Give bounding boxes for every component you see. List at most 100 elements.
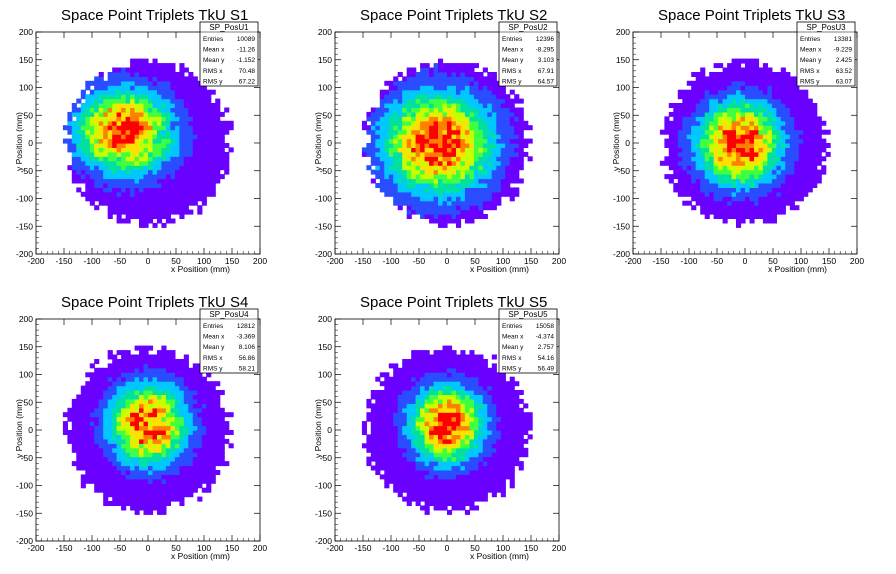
heatmap-cell bbox=[85, 116, 91, 122]
heatmap-cell bbox=[433, 156, 439, 162]
heatmap-cell bbox=[478, 178, 484, 184]
heatmap-cell bbox=[388, 191, 394, 197]
heatmap-cell bbox=[447, 107, 453, 113]
heatmap-cell bbox=[183, 183, 189, 188]
heatmap-cell bbox=[125, 421, 131, 427]
heatmap-cell bbox=[469, 98, 475, 104]
heatmap-cell bbox=[718, 165, 724, 171]
heatmap-cell bbox=[201, 412, 207, 418]
heatmap-cell bbox=[789, 94, 795, 100]
heatmap-cell bbox=[94, 398, 100, 404]
heatmap-cell bbox=[139, 222, 145, 228]
heatmap-cell bbox=[397, 372, 403, 378]
heatmap-cell bbox=[402, 183, 408, 188]
heatmap-cell bbox=[478, 111, 484, 117]
heatmap-cell bbox=[433, 63, 439, 69]
heatmap-cell bbox=[157, 116, 163, 122]
heatmap-cell bbox=[170, 359, 176, 364]
heatmap-cell bbox=[664, 116, 670, 122]
heatmap-cell bbox=[112, 120, 118, 126]
heatmap-cell bbox=[509, 156, 515, 162]
heatmap-cell bbox=[415, 187, 421, 193]
heatmap-cell bbox=[429, 156, 435, 162]
heatmap-cell bbox=[789, 138, 795, 144]
heatmap-cell bbox=[491, 156, 497, 162]
heatmap-cell bbox=[460, 151, 466, 157]
heatmap-cell bbox=[152, 205, 158, 211]
heatmap-cell bbox=[71, 134, 77, 140]
heatmap-cell bbox=[210, 187, 216, 193]
heatmap-cell bbox=[442, 200, 448, 206]
heatmap-cell bbox=[509, 129, 515, 135]
heatmap-cell bbox=[776, 151, 782, 157]
heatmap-cell bbox=[406, 129, 412, 135]
heatmap-cell bbox=[94, 443, 100, 449]
heatmap-cell bbox=[379, 156, 385, 162]
heatmap-cell bbox=[71, 434, 77, 440]
heatmap-cell bbox=[134, 94, 140, 100]
heatmap-cell bbox=[139, 403, 145, 409]
heatmap-cell bbox=[709, 103, 715, 108]
heatmap-cell bbox=[397, 381, 403, 387]
heatmap-cell bbox=[152, 143, 158, 148]
heatmap-cell bbox=[152, 80, 158, 86]
heatmap-cell bbox=[375, 165, 381, 171]
heatmap-cell bbox=[771, 116, 777, 122]
heatmap-cell bbox=[487, 160, 493, 166]
heatmap-cell bbox=[134, 174, 140, 180]
heatmap-cell bbox=[76, 147, 82, 153]
heatmap-cell bbox=[447, 147, 453, 153]
heatmap-cell bbox=[157, 447, 163, 453]
heatmap-cell bbox=[116, 156, 122, 162]
heatmap-cell bbox=[98, 394, 104, 400]
heatmap-cell bbox=[139, 487, 145, 493]
heatmap-cell bbox=[682, 103, 688, 108]
heatmap-cell bbox=[206, 394, 212, 400]
heatmap-cell bbox=[411, 125, 417, 131]
heatmap-cell bbox=[152, 403, 158, 409]
heatmap-cell bbox=[139, 178, 145, 184]
heatmap-cell bbox=[206, 129, 212, 135]
heatmap-cell bbox=[821, 169, 827, 175]
heatmap-cell bbox=[442, 183, 448, 188]
heatmap-cell bbox=[112, 447, 118, 453]
heatmap-cell bbox=[713, 85, 719, 91]
heatmap-cell bbox=[121, 505, 127, 511]
heatmap-cell bbox=[121, 412, 127, 418]
heatmap-cell bbox=[695, 178, 701, 184]
heatmap-cell bbox=[201, 478, 207, 484]
heatmap-cell bbox=[754, 76, 760, 82]
heatmap-cell bbox=[491, 183, 497, 188]
heatmap-cell bbox=[447, 169, 453, 175]
heatmap-cell bbox=[206, 430, 212, 435]
heatmap-cell bbox=[451, 169, 457, 175]
heatmap-cell bbox=[406, 174, 412, 180]
heatmap-cell bbox=[682, 187, 688, 193]
heatmap-cell bbox=[89, 80, 95, 86]
heatmap-cell bbox=[402, 89, 408, 95]
heatmap-cell bbox=[125, 125, 131, 131]
heatmap-cell bbox=[402, 76, 408, 82]
heatmap-cell bbox=[780, 85, 786, 91]
heatmap-cell bbox=[771, 218, 777, 224]
heatmap-cell bbox=[192, 160, 198, 166]
heatmap-cell bbox=[767, 134, 773, 140]
heatmap-cell bbox=[500, 156, 506, 162]
heatmap-cell bbox=[67, 416, 73, 422]
heatmap-cell bbox=[116, 496, 122, 502]
heatmap-cell bbox=[370, 438, 376, 444]
heatmap-cell bbox=[668, 156, 674, 162]
heatmap-cell bbox=[686, 200, 692, 206]
heatmap-cell bbox=[183, 174, 189, 180]
heatmap-cell bbox=[125, 187, 131, 193]
heatmap-cell bbox=[451, 138, 457, 144]
heatmap-cell bbox=[691, 191, 697, 197]
heatmap-cell bbox=[157, 187, 163, 193]
heatmap-cell bbox=[179, 487, 185, 493]
heatmap-cell bbox=[71, 107, 77, 113]
heatmap-cell bbox=[731, 76, 737, 82]
heatmap-cell bbox=[500, 178, 506, 184]
heatmap-cell bbox=[709, 178, 715, 184]
heatmap-cell bbox=[388, 363, 394, 369]
heatmap-cell bbox=[188, 120, 194, 126]
